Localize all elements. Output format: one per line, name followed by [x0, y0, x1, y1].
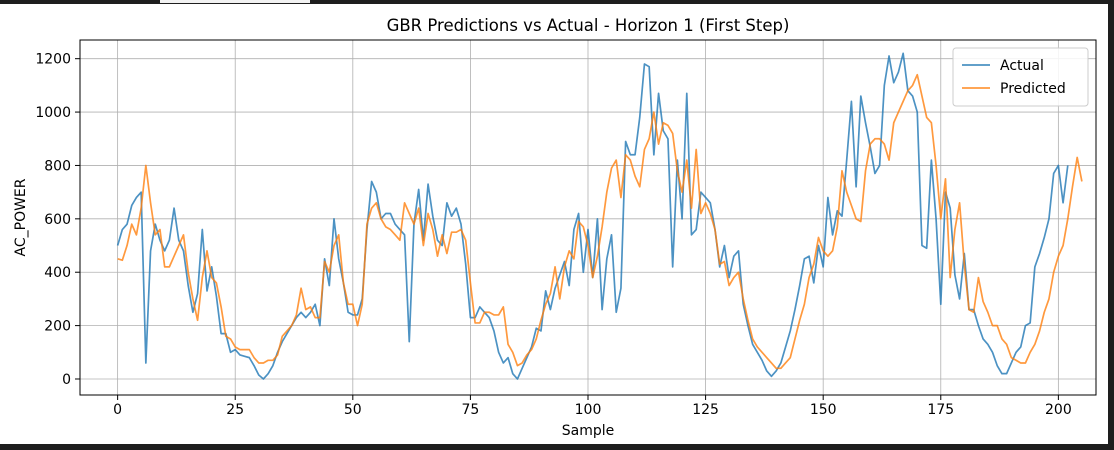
x-tick-label: 150: [810, 402, 837, 418]
series-lines: [116, 52, 1083, 380]
legend: Actual Predicted: [952, 47, 1089, 107]
window-tab: [160, 0, 310, 3]
series-line-predicted: [117, 73, 1083, 370]
x-tick-label: 0: [113, 402, 122, 418]
x-tick-label: 50: [344, 402, 362, 418]
x-axis-label: Sample: [562, 423, 615, 439]
grid: [80, 40, 1096, 395]
legend-label-actual: Actual: [1000, 58, 1044, 74]
axis-ticks: 0 25 50 75 100 125 150 175 200 0 200 400 600 800 1000 1…: [35, 52, 1071, 418]
y-tick-label: 800: [44, 158, 71, 174]
y-tick-label: 200: [44, 319, 71, 335]
window-bottom-edge: [0, 444, 1114, 450]
x-tick-label: 100: [575, 402, 602, 418]
y-axis-label: AC_POWER: [13, 178, 29, 256]
x-tick-label: 200: [1045, 402, 1072, 418]
y-tick-label: 1200: [35, 52, 71, 68]
y-tick-label: 0: [62, 372, 71, 388]
window-top-bar: [0, 0, 1114, 4]
legend-label-predicted: Predicted: [1000, 81, 1066, 97]
x-tick-label: 25: [226, 402, 244, 418]
y-tick-label: 600: [44, 212, 71, 228]
y-tick-label: 1000: [35, 105, 71, 121]
line-chart: 0 25 50 75 100 125 150 175 200 0 200 400 600 800 1000 1…: [13, 16, 1097, 439]
x-tick-label: 125: [692, 402, 719, 418]
chart-title: GBR Predictions vs Actual - Horizon 1 (F…: [387, 16, 790, 35]
series-line-actual: [116, 52, 1069, 380]
y-tick-label: 400: [44, 265, 71, 281]
x-tick-label: 175: [927, 402, 954, 418]
window-right-edge: [1108, 0, 1114, 450]
x-tick-label: 75: [461, 402, 479, 418]
figure: 0 25 50 75 100 125 150 175 200 0 200 400 600 800 1000 1…: [0, 4, 1108, 444]
legend-box: [952, 47, 1089, 107]
